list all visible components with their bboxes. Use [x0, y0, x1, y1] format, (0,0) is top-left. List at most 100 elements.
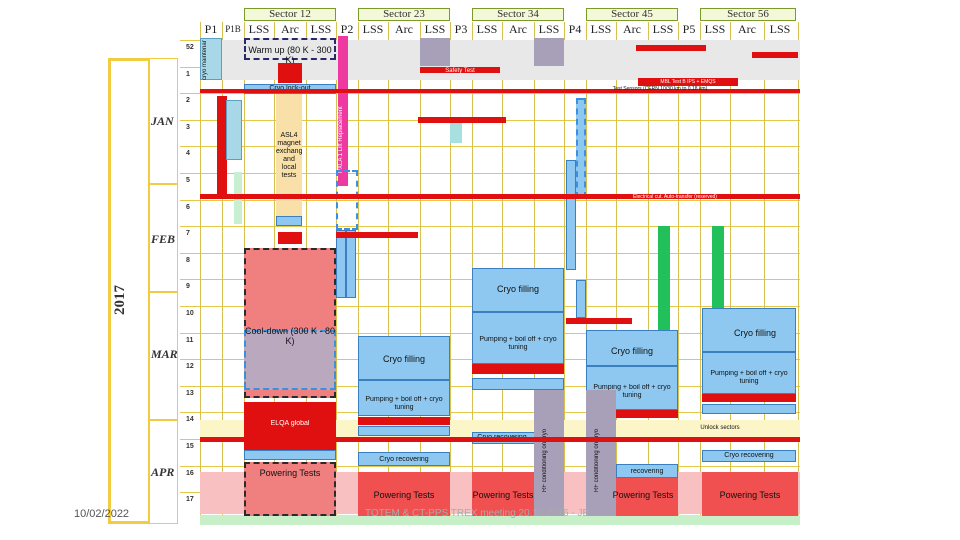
sector23-recovering-label: Cryo recovering — [379, 456, 429, 463]
month-feb: FEB — [151, 232, 176, 246]
sector34-blue-vertical — [566, 160, 576, 270]
week-number: 52 — [186, 44, 194, 51]
week-number: 9 — [186, 283, 190, 291]
sector34-cryo-filling-label: Cryo filling — [496, 284, 539, 294]
asl4-label: ASL4 magnet exchange and local tests — [276, 132, 302, 179]
sector23-blue-bar — [358, 426, 450, 436]
sector12-red-block-2 — [278, 232, 302, 244]
week-number: 17 — [186, 496, 194, 504]
sector34-pumping-label: Pumping + boil off + cryo tuning — [479, 336, 557, 351]
sector45-pumping-box — [586, 366, 678, 410]
sector34-pumping-box — [472, 312, 564, 364]
column-gridline — [564, 22, 565, 522]
col-p5: P5 — [682, 22, 696, 36]
sector34-powering-label: Powering Tests — [472, 490, 534, 500]
col-arc-2: Arc — [395, 22, 413, 36]
sector45-red-short — [566, 318, 632, 324]
sector34-rf-label: RF conditioning on cryo — [542, 428, 548, 492]
col-lss-1: LSS — [248, 22, 270, 36]
col-lss-4: LSS — [424, 22, 446, 36]
col-lss-7: LSS — [590, 22, 612, 36]
sector12-red-block-1 — [278, 63, 302, 83]
unlock-label: Unlock sectors — [700, 425, 740, 431]
sector23-powering-label: Powering Tests — [373, 490, 435, 500]
sector45-powering-label: Powering Tests — [612, 490, 674, 500]
cryo-lockout-label: Cryo lock-out — [244, 85, 336, 93]
sector23-grey-block — [420, 38, 450, 66]
week-number: 13 — [186, 389, 194, 397]
sector56-recovering-bar — [702, 450, 796, 462]
p2-blue-dashed — [336, 170, 358, 230]
sector45-recovering-label: recovering — [630, 468, 664, 475]
cooldown-blue-dashed — [244, 330, 336, 390]
warmup-label: Warm up (80 K - 300 K) — [248, 45, 332, 65]
sector12-ups-bar — [244, 450, 336, 460]
week-number: 1 — [186, 70, 190, 78]
sector45-cryo-filling-box — [586, 330, 678, 366]
col-p1: P1 — [204, 22, 218, 36]
sector56-eiqa-bar — [702, 394, 796, 402]
p2-magenta-bar — [338, 36, 348, 186]
green-bottom-band — [200, 515, 800, 525]
column-gridline — [420, 22, 421, 522]
electrical-label: Electrical cut. Auto-transfer (reserved) — [633, 194, 717, 200]
month-bracket-feb — [148, 184, 178, 292]
month-apr: APR — [151, 465, 175, 479]
week-gridline — [180, 146, 800, 148]
year-bracket — [108, 58, 148, 524]
week-gridline — [180, 173, 800, 174]
col-lss-2: LSS — [310, 22, 332, 36]
p2-blue-tall-2 — [346, 230, 356, 298]
col-lss-8: LSS — [652, 22, 674, 36]
sector23-pumping-box — [358, 380, 450, 416]
week-number: 10 — [186, 310, 194, 317]
sector23-recovering-bar — [358, 452, 450, 466]
month-mar: MAR — [151, 347, 178, 361]
col-arc-4: Arc — [623, 22, 641, 36]
sector56-green-vertical — [712, 226, 724, 324]
column-gridline — [200, 22, 201, 522]
sector45-green-vertical — [658, 226, 670, 338]
sector56-blue-bar — [702, 404, 796, 414]
sector23-powering-box — [358, 472, 450, 516]
col-lss-3: LSS — [362, 22, 384, 36]
month-bracket-mar — [148, 292, 178, 420]
cooldown-label: Cool-down (300 K - 80 K) — [244, 326, 336, 346]
sector12-elqa-label: ELQA global — [270, 420, 310, 427]
year-label: 2017 — [112, 285, 128, 315]
week-number: 6 — [186, 203, 190, 211]
week-gridline — [180, 465, 800, 467]
column-gridline — [798, 22, 799, 522]
sector45-cryo-filling-label: Cryo filling — [610, 346, 653, 356]
footer-date: 10/02/2022 — [74, 508, 130, 520]
sector45-recovering-bar — [616, 464, 678, 478]
week-number: 3 — [186, 123, 190, 131]
sector-header-34: Sector 34 — [472, 8, 564, 21]
week-gridline — [180, 93, 800, 95]
sector56-powering-box — [702, 472, 798, 516]
column-gridline — [730, 22, 731, 522]
test-sensor-bar — [200, 89, 800, 93]
week-gridline — [180, 412, 800, 414]
col-lss-9: LSS — [704, 22, 726, 36]
sector45-rf-label: RF conditioning on cryo — [594, 428, 600, 492]
sector23-eiqa-bar — [358, 417, 450, 425]
sector23-pumping-label: Pumping + boil off + cryo tuning — [365, 396, 443, 411]
sector-header-23: Sector 23 — [358, 8, 450, 21]
month-bracket-apr — [148, 420, 178, 524]
sector12-powering-box — [244, 462, 336, 516]
week-number: 15 — [186, 443, 194, 450]
footer-meeting: TOTEM & CT-PPS TREX meeting 20.10.2016 -… — [365, 508, 590, 519]
april-red-bar — [200, 437, 800, 442]
week-gridline — [180, 252, 800, 254]
sector34-eiqa-bar — [472, 364, 564, 374]
sector45-pumping-label: Pumping + boil off + cryo tuning — [593, 384, 671, 399]
sector12-blue-vertical — [226, 100, 242, 160]
col-lss-6: LSS — [538, 22, 560, 36]
column-gridline — [358, 22, 359, 522]
sector23-cryo-filling-box — [358, 336, 450, 380]
sector56-powering-label: Powering Tests — [719, 490, 781, 500]
sector-header-45: Sector 45 — [586, 8, 678, 21]
week-number: 4 — [186, 150, 190, 158]
week-number: 7 — [186, 230, 190, 238]
